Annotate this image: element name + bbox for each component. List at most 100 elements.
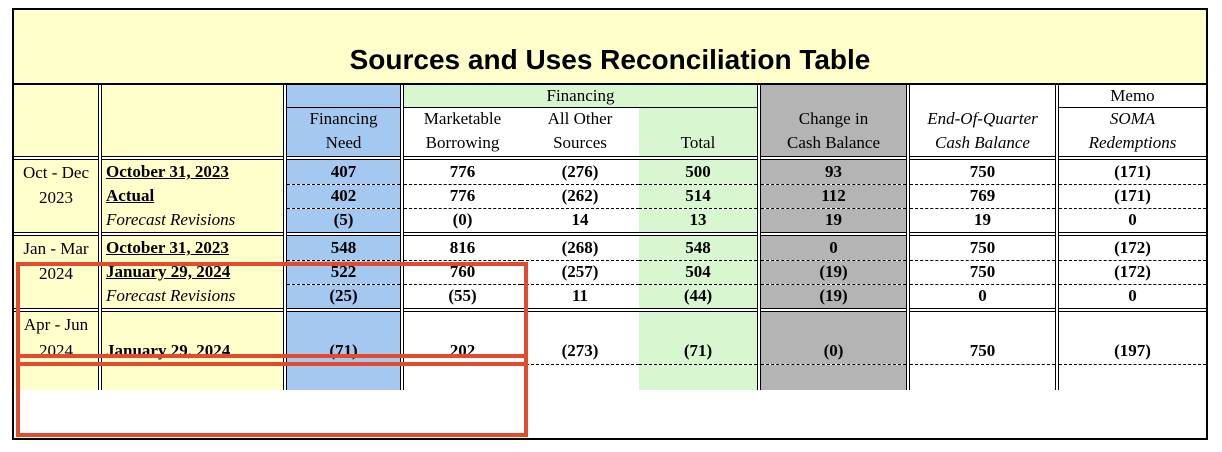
- header-financing-need-top: [285, 85, 402, 108]
- cell-marketable-borrowing: [400, 364, 521, 390]
- cell-financing-need: 407: [285, 156, 402, 185]
- cell-soma-redemptions: (172): [1057, 260, 1206, 285]
- cell-marketable-borrowing: 760: [400, 260, 521, 285]
- cell-change-cash: [757, 364, 910, 390]
- period-line: 2023: [39, 188, 73, 207]
- cell-soma-redemptions: (171): [1057, 156, 1206, 185]
- cell-all-other-sources: (268): [521, 232, 639, 261]
- cell-end-quarter-cash: 750: [908, 260, 1059, 285]
- row-label: Forecast Revisions: [100, 208, 287, 234]
- table-row: Oct - Dec 2023 October 31, 2023 407 776 (276)…: [14, 156, 1206, 234]
- cell-total: 500: [639, 156, 759, 185]
- table-row: Actual 402 776 (262) 514 112 769 (171): [14, 184, 1206, 209]
- table-title: Sources and Uses Reconciliation Table: [14, 10, 1206, 85]
- header-financing-need-line2: Need: [285, 130, 402, 158]
- cell-soma-redemptions: (171): [1057, 184, 1206, 209]
- cell-soma-redemptions: [1057, 308, 1206, 338]
- reconciliation-table-frame: Sources and Uses Reconciliation Table Fi…: [12, 8, 1208, 440]
- cell-total: (44): [639, 284, 759, 311]
- header-end-quarter-top: [908, 85, 1059, 108]
- cell-financing-need: 402: [285, 184, 402, 209]
- cell-end-quarter-cash: 750: [908, 338, 1059, 365]
- header-change-cash-top: [757, 85, 910, 108]
- cell-end-quarter-cash: [908, 364, 1059, 390]
- row-label: January 29, 2024: [100, 338, 287, 364]
- cell-all-other-sources: (273): [521, 338, 639, 365]
- cell-change-cash: [757, 308, 910, 338]
- row-label: January 29, 2024: [100, 260, 287, 284]
- cell-marketable-borrowing: 202: [400, 338, 521, 365]
- header-other-sources-line1: All Other: [547, 109, 613, 128]
- cell-marketable-borrowing: (0): [400, 208, 521, 235]
- cell-all-other-sources: [521, 364, 639, 390]
- cell-marketable-borrowing: 816: [400, 232, 521, 261]
- header-soma-line2: Redemptions: [1088, 133, 1177, 152]
- cell-end-quarter-cash: 750: [908, 156, 1059, 185]
- cell-soma-redemptions: [1057, 364, 1206, 390]
- cell-end-quarter-cash: 750: [908, 232, 1059, 261]
- cell-all-other-sources: (276): [521, 156, 639, 185]
- cell-soma-redemptions: 0: [1057, 284, 1206, 311]
- cell-change-cash: 19: [757, 208, 910, 235]
- header-end-quarter-line2: Cash Balance: [908, 130, 1059, 158]
- cell-total: (71): [639, 338, 759, 365]
- row-label: Actual: [100, 184, 287, 208]
- cell-marketable-borrowing: (55): [400, 284, 521, 311]
- table-row: Forecast Revisions (25) (55) 11 (44) (19) 0 0: [14, 284, 1206, 311]
- cell-total: 514: [639, 184, 759, 209]
- header-memo-group: Memo: [1057, 85, 1206, 108]
- header-change-cash-line1: Change in: [757, 107, 910, 130]
- cell-change-cash: (19): [757, 284, 910, 311]
- header-blank-period-2: [14, 107, 102, 130]
- cell-financing-need: [285, 308, 402, 338]
- row-label: [100, 308, 287, 338]
- row-label: [100, 364, 287, 390]
- reconciliation-table: Financing Memo Financing Marketable All …: [14, 85, 1206, 390]
- header-other-sources-line2: Sources: [553, 133, 607, 152]
- cell-total: 504: [639, 260, 759, 285]
- header-financing-group: Financing: [400, 85, 759, 108]
- table-row: Forecast Revisions (5) (0) 14 13 19 19 0: [14, 208, 1206, 235]
- header-financing-need-line1: Financing: [285, 107, 402, 130]
- table-row: January 29, 2024 522 760 (257) 504 (19) 750 (17…: [14, 260, 1206, 285]
- cell-soma-redemptions: (172): [1057, 232, 1206, 261]
- cell-change-cash: 112: [757, 184, 910, 209]
- table-body: Oct - Dec 2023 October 31, 2023 407 776 (276)…: [14, 156, 1206, 390]
- cell-marketable-borrowing: 776: [400, 156, 521, 185]
- header-blank-period-3: [14, 130, 102, 158]
- cell-all-other-sources: 11: [521, 284, 639, 311]
- header-end-quarter-line1: End-Of-Quarter: [908, 107, 1059, 130]
- row-label: Forecast Revisions: [100, 284, 287, 310]
- header-blank-label-3: [100, 130, 287, 158]
- row-label: October 31, 2023: [100, 156, 287, 184]
- cell-change-cash: 93: [757, 156, 910, 185]
- cell-marketable-borrowing: [400, 308, 521, 338]
- row-label: October 31, 2023: [100, 232, 287, 260]
- period-line: 2024: [39, 341, 73, 360]
- cell-financing-need: [285, 364, 402, 390]
- header-blank-period: [14, 85, 102, 108]
- cell-financing-need: (5): [285, 208, 402, 235]
- cell-all-other-sources: 14: [521, 208, 639, 235]
- cell-total: 548: [639, 232, 759, 261]
- header-total-top: [639, 107, 759, 130]
- table-row: [14, 364, 1206, 390]
- table-row: January 29, 2024 (71) 202 (273) (71) (0) 750 (1…: [14, 338, 1206, 365]
- table-row: Jan - Mar 2024 October 31, 2023 548 816 (268)…: [14, 232, 1206, 310]
- cell-change-cash: 0: [757, 232, 910, 261]
- cell-end-quarter-cash: 769: [908, 184, 1059, 209]
- cell-total: 13: [639, 208, 759, 235]
- cell-total: [639, 308, 759, 338]
- header-total: Total: [639, 130, 759, 158]
- cell-soma-redemptions: 0: [1057, 208, 1206, 235]
- period-cell: Jan - Mar 2024: [14, 232, 102, 310]
- cell-financing-need: (71): [285, 338, 402, 365]
- cell-soma-redemptions: (197): [1057, 338, 1206, 365]
- cell-end-quarter-cash: [908, 308, 1059, 338]
- cell-total: [639, 364, 759, 390]
- table-row: Apr - Jun 2024: [14, 308, 1206, 390]
- cell-all-other-sources: (262): [521, 184, 639, 209]
- cell-financing-need: 522: [285, 260, 402, 285]
- cell-end-quarter-cash: 0: [908, 284, 1059, 311]
- period-line: Jan - Mar: [23, 239, 89, 258]
